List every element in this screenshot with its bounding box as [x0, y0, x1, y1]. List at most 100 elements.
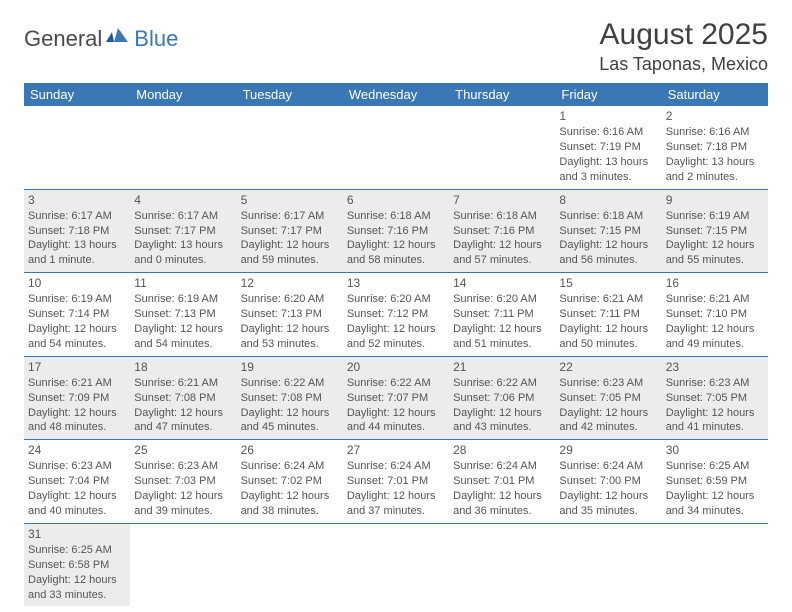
calendar-row: 3Sunrise: 6:17 AMSunset: 7:18 PMDaylight… [24, 189, 768, 273]
day-number: 11 [134, 275, 232, 291]
sunset-text: Sunset: 7:08 PM [241, 391, 339, 406]
day-number: 23 [666, 359, 764, 375]
calendar-cell [130, 523, 236, 606]
logo: General Blue [24, 26, 178, 52]
logo-text-general: General [24, 26, 102, 52]
calendar-cell [343, 106, 449, 189]
daylight-text: Daylight: 12 hours and 43 minutes. [453, 406, 551, 436]
calendar-cell: 6Sunrise: 6:18 AMSunset: 7:16 PMDaylight… [343, 189, 449, 273]
calendar-cell: 11Sunrise: 6:19 AMSunset: 7:13 PMDayligh… [130, 273, 236, 357]
calendar-cell: 4Sunrise: 6:17 AMSunset: 7:17 PMDaylight… [130, 189, 236, 273]
sunrise-text: Sunrise: 6:24 AM [453, 459, 551, 474]
calendar-cell: 19Sunrise: 6:22 AMSunset: 7:08 PMDayligh… [237, 356, 343, 440]
sunrise-text: Sunrise: 6:17 AM [241, 209, 339, 224]
sunset-text: Sunset: 7:06 PM [453, 391, 551, 406]
day-number: 6 [347, 192, 445, 208]
sunrise-text: Sunrise: 6:16 AM [559, 125, 657, 140]
day-number: 22 [559, 359, 657, 375]
sunrise-text: Sunrise: 6:16 AM [666, 125, 764, 140]
sunrise-text: Sunrise: 6:20 AM [241, 292, 339, 307]
daylight-text: Daylight: 12 hours and 53 minutes. [241, 322, 339, 352]
sunset-text: Sunset: 7:04 PM [28, 474, 126, 489]
sunset-text: Sunset: 6:59 PM [666, 474, 764, 489]
sunrise-text: Sunrise: 6:21 AM [134, 376, 232, 391]
calendar-cell: 16Sunrise: 6:21 AMSunset: 7:10 PMDayligh… [662, 273, 768, 357]
location: Las Taponas, Mexico [599, 54, 768, 75]
sunset-text: Sunset: 7:02 PM [241, 474, 339, 489]
calendar-cell [662, 523, 768, 606]
sunrise-text: Sunrise: 6:21 AM [559, 292, 657, 307]
day-header: Sunday [24, 83, 130, 106]
daylight-text: Daylight: 12 hours and 58 minutes. [347, 238, 445, 268]
sunset-text: Sunset: 7:01 PM [453, 474, 551, 489]
day-number: 19 [241, 359, 339, 375]
day-number: 25 [134, 442, 232, 458]
daylight-text: Daylight: 13 hours and 1 minute. [28, 238, 126, 268]
day-header-row: SundayMondayTuesdayWednesdayThursdayFrid… [24, 83, 768, 106]
calendar-cell: 30Sunrise: 6:25 AMSunset: 6:59 PMDayligh… [662, 440, 768, 524]
sunrise-text: Sunrise: 6:22 AM [241, 376, 339, 391]
sunset-text: Sunset: 7:17 PM [241, 224, 339, 239]
day-number: 12 [241, 275, 339, 291]
day-number: 3 [28, 192, 126, 208]
daylight-text: Daylight: 12 hours and 36 minutes. [453, 489, 551, 519]
calendar-row: 1Sunrise: 6:16 AMSunset: 7:19 PMDaylight… [24, 106, 768, 189]
day-number: 8 [559, 192, 657, 208]
day-number: 15 [559, 275, 657, 291]
calendar-cell: 18Sunrise: 6:21 AMSunset: 7:08 PMDayligh… [130, 356, 236, 440]
calendar-cell [237, 106, 343, 189]
calendar-cell: 2Sunrise: 6:16 AMSunset: 7:18 PMDaylight… [662, 106, 768, 189]
sunset-text: Sunset: 7:18 PM [666, 140, 764, 155]
calendar-cell: 29Sunrise: 6:24 AMSunset: 7:00 PMDayligh… [555, 440, 661, 524]
sunset-text: Sunset: 7:00 PM [559, 474, 657, 489]
day-header: Wednesday [343, 83, 449, 106]
calendar-row: 24Sunrise: 6:23 AMSunset: 7:04 PMDayligh… [24, 440, 768, 524]
sunset-text: Sunset: 7:03 PM [134, 474, 232, 489]
calendar-row: 17Sunrise: 6:21 AMSunset: 7:09 PMDayligh… [24, 356, 768, 440]
sunset-text: Sunset: 7:05 PM [666, 391, 764, 406]
logo-text-blue: Blue [134, 26, 178, 52]
calendar-cell: 28Sunrise: 6:24 AMSunset: 7:01 PMDayligh… [449, 440, 555, 524]
day-number: 26 [241, 442, 339, 458]
calendar-cell: 21Sunrise: 6:22 AMSunset: 7:06 PMDayligh… [449, 356, 555, 440]
calendar-cell: 12Sunrise: 6:20 AMSunset: 7:13 PMDayligh… [237, 273, 343, 357]
calendar-cell: 13Sunrise: 6:20 AMSunset: 7:12 PMDayligh… [343, 273, 449, 357]
sunrise-text: Sunrise: 6:19 AM [666, 209, 764, 224]
calendar-cell: 31Sunrise: 6:25 AMSunset: 6:58 PMDayligh… [24, 523, 130, 606]
sunset-text: Sunset: 7:11 PM [559, 307, 657, 322]
daylight-text: Daylight: 12 hours and 50 minutes. [559, 322, 657, 352]
sunrise-text: Sunrise: 6:24 AM [559, 459, 657, 474]
sunrise-text: Sunrise: 6:24 AM [347, 459, 445, 474]
daylight-text: Daylight: 12 hours and 42 minutes. [559, 406, 657, 436]
day-number: 10 [28, 275, 126, 291]
sunset-text: Sunset: 7:13 PM [134, 307, 232, 322]
daylight-text: Daylight: 12 hours and 39 minutes. [134, 489, 232, 519]
day-number: 5 [241, 192, 339, 208]
calendar-cell [237, 523, 343, 606]
sunrise-text: Sunrise: 6:23 AM [28, 459, 126, 474]
calendar-cell: 17Sunrise: 6:21 AMSunset: 7:09 PMDayligh… [24, 356, 130, 440]
title-block: August 2025 Las Taponas, Mexico [599, 18, 768, 75]
calendar-cell: 7Sunrise: 6:18 AMSunset: 7:16 PMDaylight… [449, 189, 555, 273]
flag-icon [106, 28, 132, 51]
daylight-text: Daylight: 12 hours and 33 minutes. [28, 573, 126, 603]
sunset-text: Sunset: 7:14 PM [28, 307, 126, 322]
sunset-text: Sunset: 7:12 PM [347, 307, 445, 322]
daylight-text: Daylight: 13 hours and 3 minutes. [559, 155, 657, 185]
day-number: 2 [666, 108, 764, 124]
calendar-cell [449, 106, 555, 189]
calendar-table: SundayMondayTuesdayWednesdayThursdayFrid… [24, 83, 768, 606]
calendar-row: 10Sunrise: 6:19 AMSunset: 7:14 PMDayligh… [24, 273, 768, 357]
sunset-text: Sunset: 7:18 PM [28, 224, 126, 239]
day-header: Friday [555, 83, 661, 106]
daylight-text: Daylight: 12 hours and 44 minutes. [347, 406, 445, 436]
calendar-cell [449, 523, 555, 606]
sunset-text: Sunset: 7:17 PM [134, 224, 232, 239]
daylight-text: Daylight: 13 hours and 2 minutes. [666, 155, 764, 185]
sunset-text: Sunset: 7:07 PM [347, 391, 445, 406]
sunrise-text: Sunrise: 6:18 AM [347, 209, 445, 224]
daylight-text: Daylight: 12 hours and 57 minutes. [453, 238, 551, 268]
sunrise-text: Sunrise: 6:22 AM [347, 376, 445, 391]
calendar-cell: 3Sunrise: 6:17 AMSunset: 7:18 PMDaylight… [24, 189, 130, 273]
calendar-cell: 10Sunrise: 6:19 AMSunset: 7:14 PMDayligh… [24, 273, 130, 357]
